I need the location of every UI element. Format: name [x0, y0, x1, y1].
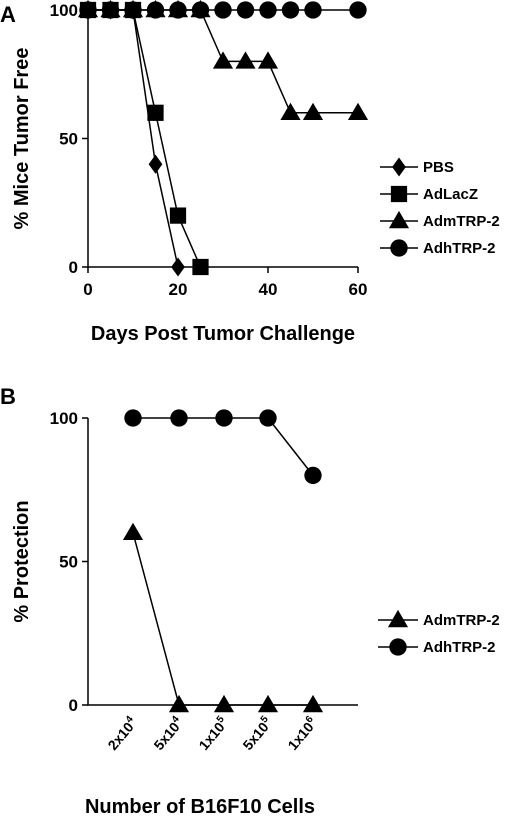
panel-a-point-pbs [126, 0, 140, 20]
panel-a-legend: PBS AdLacZ AdmTRP-2 AdhTRP-2 [380, 157, 500, 257]
panel-a-series-pbs [81, 0, 185, 277]
panel-b-x-tick-label: 5x104 [150, 714, 187, 753]
panel-a-legend-marker-admtrp-2 [388, 210, 410, 229]
panel-a-line-chart: A 0 50 100 0 20 40 60 % Mice Tumor Free Days Post… [0, 0, 500, 345]
panel-a-point-adhtrp-2 [214, 1, 232, 19]
panel-b-legend-label: AdmTRP-2 [423, 612, 500, 629]
panel-a-point-admtrp-2 [235, 51, 256, 69]
panel-b-point-adhtrp-2 [215, 409, 233, 427]
panel-a-series-line-adlacz [88, 9, 202, 268]
panel-b-series-admtrp-2 [122, 522, 324, 713]
panel-a-point-pbs [103, 0, 118, 20]
panel-b-x-tick-exponent: 4 [170, 714, 182, 726]
panel-a-point-adhtrp-2 [236, 1, 255, 19]
panel-b-legend: AdmTRP-2 AdhTRP-2 [378, 609, 500, 656]
panel-a-point-adhtrp-2 [259, 1, 277, 19]
panel-a-x-axis-title: Days Post Tumor Challenge [91, 323, 355, 345]
panel-b-point-admtrp-2 [168, 694, 190, 713]
panel-b-x-axis-title: Number of B16F10 Cells [85, 796, 315, 818]
panel-a-point-admtrp-2 [212, 51, 234, 69]
panel-b-x-tick-exponent: 6 [304, 714, 316, 726]
panel-b-axes [87, 418, 358, 706]
panel-a-point-admtrp-2 [280, 102, 301, 121]
panel-a-point-adlacz [147, 104, 164, 121]
panel-b-point-adhtrp-2 [259, 409, 277, 427]
panel-a-y-tick-label: 0 [69, 258, 78, 277]
panel-b-x-tick-label: 5x105 [239, 714, 276, 753]
panel-a-legend-marker-adlacz [390, 185, 408, 203]
panel-b-legend-label: AdhTRP-2 [423, 639, 496, 656]
panel-a-x-tick-label: 60 [349, 280, 368, 299]
panel-b-point-admtrp-2 [302, 694, 324, 713]
panel-a-point-admtrp-2 [190, 0, 211, 18]
panel-a-legend-marker-adhtrp-2 [390, 239, 408, 257]
panel-b-y-tick-label: 50 [59, 553, 78, 572]
panel-a-legend-label: AdLacZ [423, 186, 478, 203]
panel-b-letter: B [0, 384, 16, 409]
panel-a-y-axis-title: % Mice Tumor Free [11, 48, 33, 230]
panel-a-point-admtrp-2 [302, 102, 324, 121]
panel-a-legend-label: AdhTRP-2 [423, 240, 496, 257]
panel-a-y-tick-label: 50 [59, 130, 78, 149]
panel-b-y-tick-label: 0 [69, 696, 78, 715]
panel-a-x-tick-label: 0 [83, 280, 92, 299]
panel-a-letter: A [0, 2, 16, 27]
panel-a-point-adhtrp-2 [349, 1, 367, 19]
panel-a-x-tick-label: 20 [169, 280, 188, 299]
panel-b-legend-marker-admtrp-2 [387, 609, 409, 628]
panel-b-x-tick-label: 2x104 [104, 714, 141, 753]
panel-b-y-axis-title: % Protection [11, 500, 33, 622]
panel-a-point-admtrp-2 [257, 51, 279, 69]
panel-b-point-admtrp-2 [257, 694, 279, 713]
panel-a-point-pbs [148, 154, 163, 174]
panel-a-point-pbs [171, 257, 185, 277]
panel-b-legend-marker-adhtrp-2 [389, 638, 407, 656]
panel-a-point-pbs [81, 0, 95, 20]
panel-a-y-tick-label: 100 [50, 1, 78, 20]
panel-a-point-adhtrp-2 [304, 1, 322, 19]
panel-a-legend-label: PBS [423, 159, 454, 176]
panel-a-point-adhtrp-2 [281, 1, 300, 19]
panel-b-x-tick-label: 1x105 [195, 714, 232, 753]
panel-a-point-admtrp-2 [145, 0, 166, 18]
panel-b-series-adhtrp-2 [124, 409, 322, 485]
panel-b-point-admtrp-2 [122, 522, 144, 541]
panel-b-x-tick-label: 1x106 [284, 714, 321, 753]
panel-a-point-admtrp-2 [347, 102, 369, 121]
panel-a-x-tick-label: 40 [259, 280, 278, 299]
panel-a-point-admtrp-2 [167, 0, 189, 18]
panel-b-line-chart: B 0 50 100 2x104 5x104 1x105 5x105 1x106 % Protec… [0, 384, 500, 818]
panel-b-point-admtrp-2 [213, 694, 235, 713]
panel-b-x-tick-exponent: 5 [215, 714, 227, 726]
panel-a-series-adlacz [79, 1, 209, 276]
panel-a-point-adlacz [169, 207, 187, 224]
panel-b-point-adhtrp-2 [304, 466, 322, 485]
panel-b-point-adhtrp-2 [124, 409, 142, 427]
panel-b-x-tick-exponent: 5 [259, 714, 271, 726]
panel-b-point-adhtrp-2 [170, 409, 188, 427]
panel-a-series-line-pbs [88, 9, 179, 268]
panel-a-axes [87, 10, 358, 268]
panel-b-x-tick-exponent: 4 [124, 714, 136, 726]
panel-b-y-tick-label: 100 [50, 409, 78, 428]
panel-a-point-adlacz [192, 258, 209, 276]
panel-a-legend-marker-pbs [392, 157, 406, 177]
panel-a-legend-label: AdmTRP-2 [423, 213, 500, 230]
panel-b-series-line-admtrp-2 [132, 532, 313, 706]
